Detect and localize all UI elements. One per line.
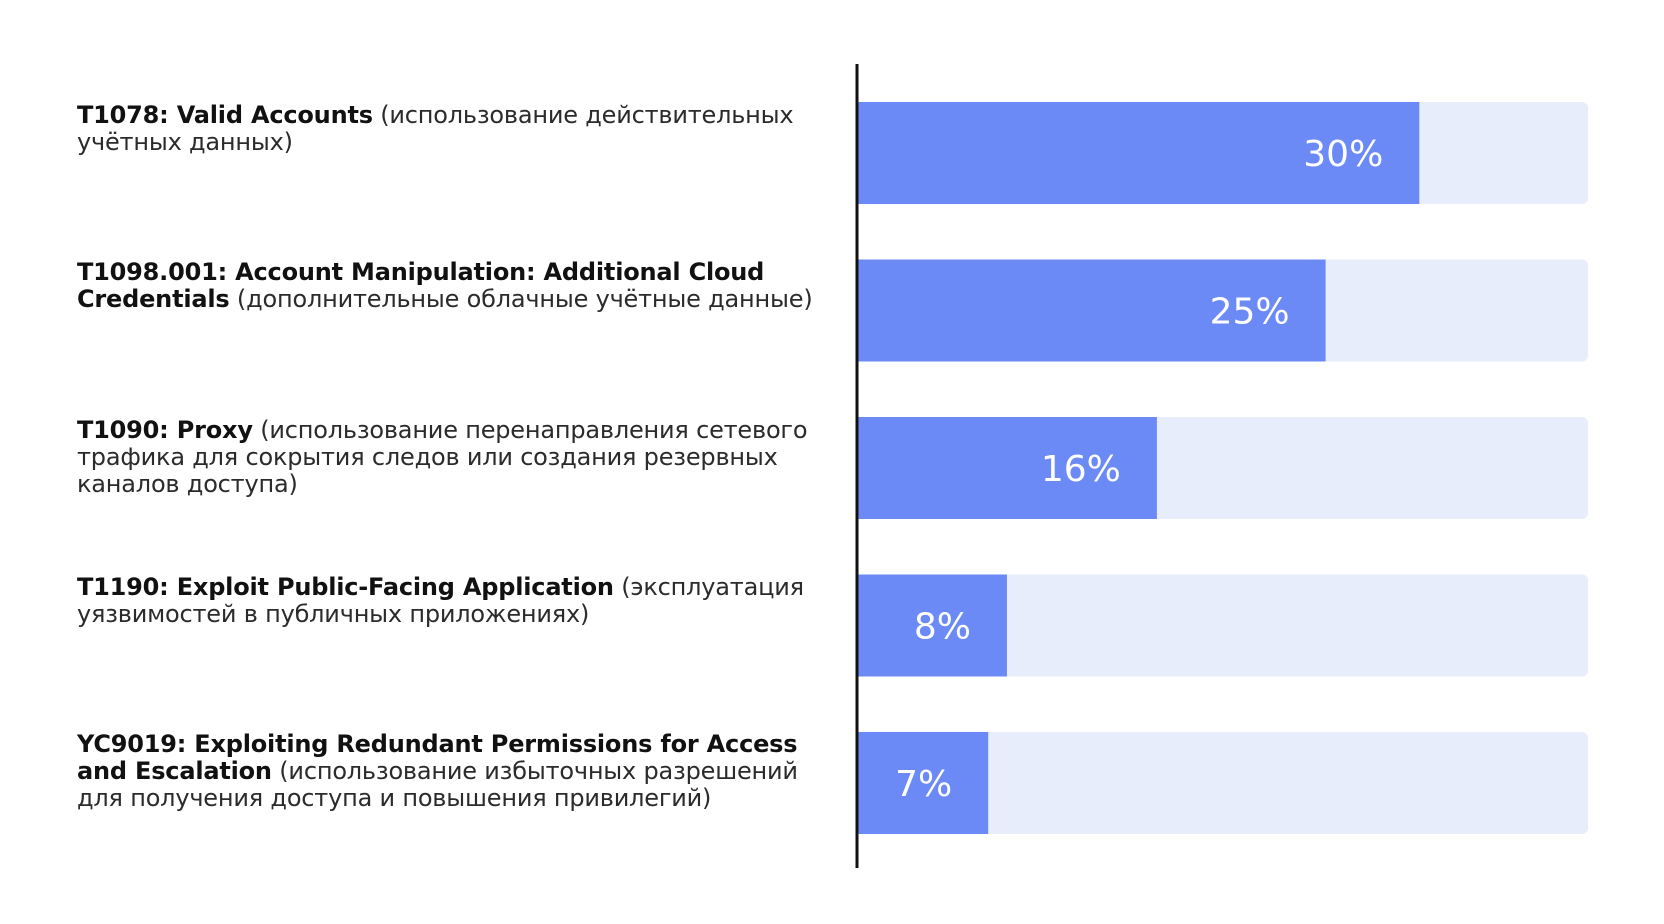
technique-code: T1078: Valid Accounts [77,101,373,129]
bar-value-label: 25% [1210,292,1290,333]
technique-code: T1098.001: Account Manipulation: Additio… [77,258,765,313]
technique-description: (использование действительных учётных да… [77,101,794,156]
bar-value-label: 8% [914,607,971,648]
category-label: YC9019: Exploiting Redundant Permissions… [77,731,817,812]
bar [857,417,1157,519]
technique-description: (дополнительные облачные учётные данные) [236,285,813,313]
bar [857,574,1007,677]
bar [857,259,1326,362]
technique-code: T1090: Proxy [77,416,253,444]
technique-description: (использование перенаправления сетевого … [77,416,808,498]
technique-description: (эксплуатация уязвимостей в публичных пр… [77,573,804,628]
bar-track [857,574,1588,677]
bar-value-label: 7% [895,764,952,805]
bar [857,102,1420,204]
bar-value-label: 16% [1041,449,1121,490]
technique-code: YC9019: Exploiting Redundant Permissions… [77,730,798,785]
bar [857,732,989,834]
category-label: T1090: Proxy (использование перенаправле… [77,417,817,498]
category-label: T1078: Valid Accounts (использование дей… [77,102,817,156]
bar-track [857,732,1588,834]
bar-value-label: 30% [1303,134,1383,175]
category-label: T1098.001: Account Manipulation: Additio… [77,259,817,313]
technique-code: T1190: Exploit Public-Facing Application [77,573,614,601]
category-label: T1190: Exploit Public-Facing Application… [77,574,817,628]
technique-description: (использование избыточных разрешений для… [77,757,798,812]
